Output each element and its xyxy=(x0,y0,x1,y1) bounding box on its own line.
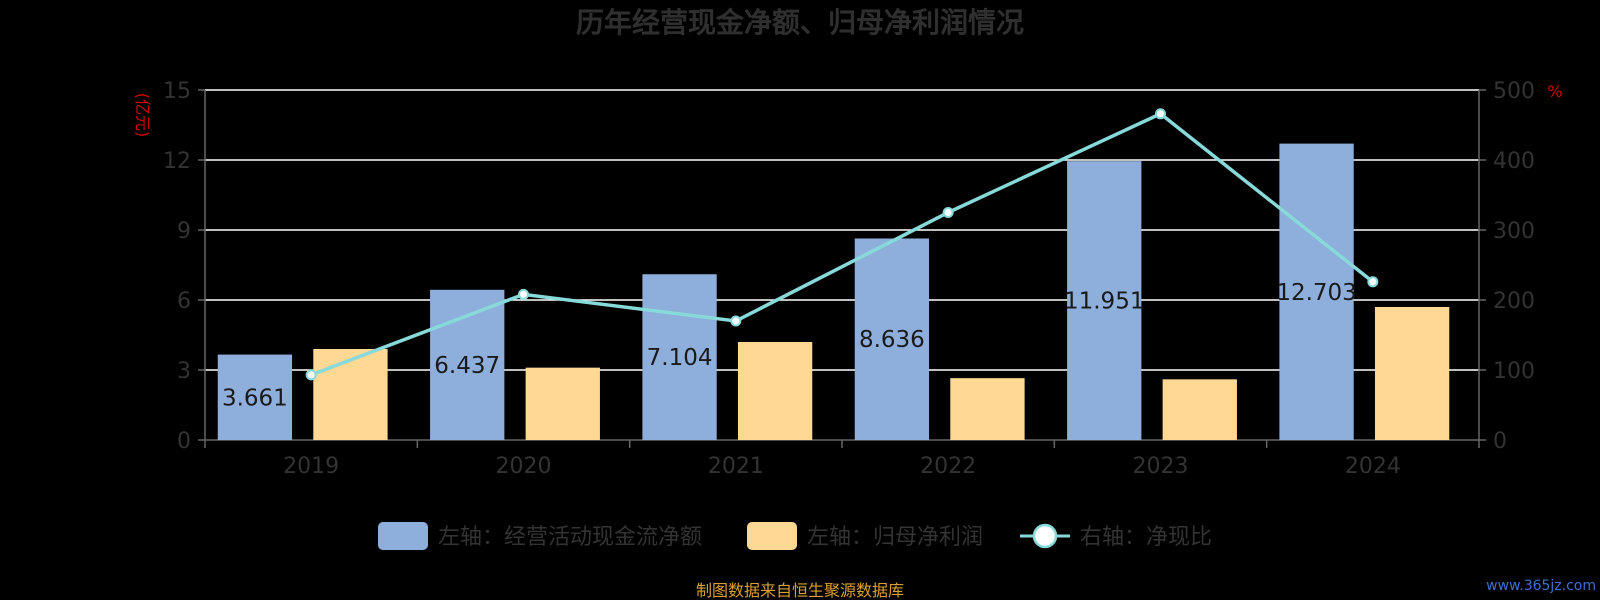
source-note: 制图数据来自恒生聚源数据库 xyxy=(696,581,904,600)
legend[interactable]: 左轴：经营活动现金流净额 左轴：归母净利润 右轴：净现比 xyxy=(378,522,1212,550)
legend-swatch xyxy=(747,522,797,550)
bar-data-label: 12.703 xyxy=(1276,280,1356,306)
x-axis-tick-label: 2020 xyxy=(496,454,552,479)
legend-marker xyxy=(1032,523,1058,549)
x-axis-tick-label: 2022 xyxy=(920,454,976,479)
line-series-path xyxy=(310,111,1374,377)
bar-series-2 xyxy=(525,367,600,440)
left-axis-unit: (亿元) xyxy=(133,93,152,138)
line-point xyxy=(730,315,742,327)
x-axis-tick-label: 2023 xyxy=(1133,454,1189,479)
legend-label: 右轴：净现比 xyxy=(1080,525,1212,550)
left-axis-tick-label: 9 xyxy=(177,219,191,244)
line-point xyxy=(305,369,317,381)
bar-series-1 xyxy=(854,238,930,440)
legend-item-series-2[interactable]: 左轴：归母净利润 xyxy=(747,522,983,550)
right-axis-tick-label: 400 xyxy=(1493,149,1535,174)
left-axis-tick-label: 3 xyxy=(177,359,191,384)
bar-series-1 xyxy=(1067,161,1142,441)
legend-swatch xyxy=(378,522,428,550)
right-axis-unit: % xyxy=(1547,82,1562,101)
bar-series-1 xyxy=(217,354,293,440)
bar-series-2 xyxy=(1162,379,1237,440)
right-axis-tick-label: 100 xyxy=(1493,359,1535,384)
legend-item-series-3[interactable]: 右轴：净现比 xyxy=(1020,523,1212,550)
axes: 0 3 6 9 12 15 0 100 200 300 400 500 2019 2020 2021 2022… xyxy=(163,79,1535,479)
line-point xyxy=(518,288,529,300)
bar-data-label: 7.104 xyxy=(647,345,713,371)
bar-series-2 xyxy=(737,342,813,440)
legend-label: 左轴：归母净利润 xyxy=(807,525,983,550)
left-axis-tick-label: 6 xyxy=(177,289,191,314)
bar-series-1 xyxy=(1279,143,1354,440)
bar-data-label: 8.636 xyxy=(859,327,925,353)
x-axis-tick-label: 2021 xyxy=(708,454,764,479)
x-axis-tick-label: 2024 xyxy=(1345,454,1401,479)
left-axis-tick-label: 12 xyxy=(163,149,191,174)
left-axis-tick-label: 0 xyxy=(177,429,191,454)
bar-data-label: 3.661 xyxy=(222,385,288,411)
left-axis-tick-label: 15 xyxy=(163,79,191,104)
line-series xyxy=(305,108,1379,381)
bars xyxy=(217,143,1450,441)
grid-lines xyxy=(205,89,1479,371)
right-axis-tick-label: 500 xyxy=(1493,79,1535,104)
legend-item-series-1[interactable]: 左轴：经营活动现金流净额 xyxy=(378,522,702,550)
data-labels: 3.661 6.437 7.104 8.636 11.951 12.703 xyxy=(222,280,1357,411)
bar-data-label: 11.951 xyxy=(1064,289,1144,315)
right-axis-tick-label: 200 xyxy=(1493,289,1535,314)
x-axis-tick-label: 2019 xyxy=(283,454,339,479)
line-point xyxy=(942,207,954,218)
right-axis-tick-label: 300 xyxy=(1493,219,1535,244)
right-axis-tick-label: 0 xyxy=(1493,429,1507,454)
legend-label: 左轴：经营活动现金流净额 xyxy=(438,525,702,550)
bar-data-label: 6.437 xyxy=(434,353,500,379)
watermark: www.365jz.com xyxy=(1486,578,1596,594)
bar-series-2 xyxy=(313,349,388,440)
line-point xyxy=(1367,276,1379,288)
bar-series-1 xyxy=(642,274,717,440)
bar-series-2 xyxy=(950,378,1025,440)
bar-series-2 xyxy=(1374,307,1450,440)
line-point xyxy=(1155,108,1166,120)
chart-title: 历年经营现金净额、归母净利润情况 xyxy=(576,6,1024,39)
